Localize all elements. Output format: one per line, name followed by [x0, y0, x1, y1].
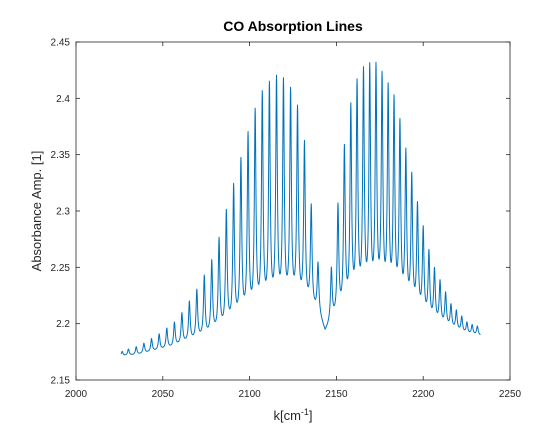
y-tick-label: 2.35 [51, 150, 71, 161]
y-tick-label: 2.25 [51, 263, 71, 274]
x-axis-label-sup: -1 [301, 407, 309, 417]
x-tick-label: 2050 [152, 389, 175, 400]
plot-box [75, 41, 511, 381]
y-tick-label: 2.2 [56, 319, 70, 330]
x-tick-label: 2200 [412, 389, 435, 400]
x-tick-label: 2000 [65, 389, 88, 400]
chart-title: CO Absorption Lines [223, 18, 363, 34]
y-tick-label: 2.45 [51, 38, 71, 49]
x-axis-label-close: ] [309, 408, 313, 423]
x-tick-label: 2100 [238, 389, 261, 400]
ticks-layer: 2000 2050 2100 2150 2200 2250 2.15 2.2 2.25 2.3 2.… [51, 38, 522, 401]
x-axis-label: k[cm-1] [273, 407, 312, 423]
x-tick-label: 2150 [325, 389, 348, 400]
series-line-absorbance [120, 61, 481, 356]
y-tick-label: 2.4 [56, 94, 70, 105]
y-axis-label: Absorbance Amp. [1] [29, 151, 44, 272]
y-tick-label: 2.15 [51, 376, 71, 387]
x-axis-label-base: k[cm [273, 408, 300, 423]
x-tick-label: 2250 [499, 389, 522, 400]
y-tick-label: 2.3 [56, 207, 70, 218]
plot-area [76, 42, 510, 380]
